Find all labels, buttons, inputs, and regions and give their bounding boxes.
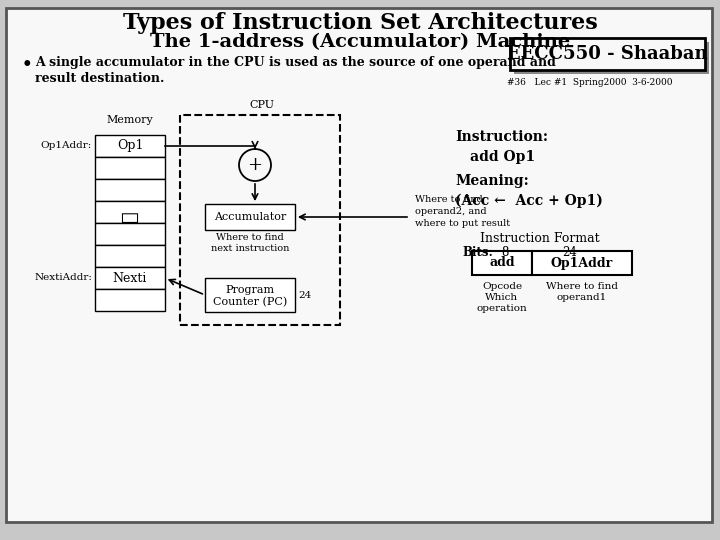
Text: add: add [489,256,515,269]
Bar [95,135,165,157]
Text: next instruction: next instruction [211,244,289,253]
Text: Which: Which [485,293,518,302]
Text: Types of Instruction Set Architectures: Types of Instruction Set Architectures [122,12,598,34]
Text: CPU: CPU [250,100,274,110]
Text: Opcode: Opcode [482,282,522,291]
Bar [205,278,295,312]
Text: NextiAddr:: NextiAddr: [34,273,92,282]
Text: add Op1: add Op1 [470,150,535,164]
Bar [95,289,165,311]
Text: operand2, and: operand2, and [415,206,487,215]
Bar [95,201,165,223]
Text: Counter (PC): Counter (PC) [213,297,287,307]
Bar [532,251,632,275]
Text: result destination.: result destination. [35,72,164,85]
Text: Nexti: Nexti [113,272,147,285]
Text: Instruction:: Instruction: [455,130,548,144]
Text: Op1Addr:: Op1Addr: [41,141,92,151]
Text: Bits:: Bits: [462,246,493,259]
Text: 24: 24 [298,291,311,300]
Text: Meaning:: Meaning: [455,174,528,188]
Text: EECC550 - Shaaban: EECC550 - Shaaban [507,45,707,63]
Bar [472,251,532,275]
Bar [95,223,165,245]
Text: +: + [248,156,263,174]
Text: Accumulator: Accumulator [214,212,286,222]
Text: •: • [22,56,32,73]
Text: Where to find: Where to find [216,233,284,242]
Text: 24: 24 [562,246,577,259]
Text: Op1Addr: Op1Addr [551,256,613,269]
Text: Memory: Memory [107,115,153,125]
Circle shape [239,149,271,181]
Bar [95,179,165,201]
Text: where to put result: where to put result [415,219,510,227]
Text: (Acc ←  Acc + Op1): (Acc ← Acc + Op1) [455,194,603,208]
Bar [95,245,165,267]
Text: Program: Program [225,285,274,295]
Text: A single accumulator in the CPU is used as the source of one operand and: A single accumulator in the CPU is used … [35,56,556,69]
Text: Where to find: Where to find [415,194,482,204]
Text: ⋯: ⋯ [121,211,139,222]
Bar [95,267,165,289]
Text: Where to find: Where to find [546,282,618,291]
Text: #36   Lec #1  Spring2000  3-6-2000: #36 Lec #1 Spring2000 3-6-2000 [508,78,672,87]
Text: The 1-address (Accumulator) Machine: The 1-address (Accumulator) Machine [150,33,570,51]
Bar [514,42,709,74]
Text: operand1: operand1 [557,293,607,302]
Bar [95,157,165,179]
Bar [180,115,340,325]
Text: operation: operation [477,304,527,313]
Text: Instruction Format: Instruction Format [480,232,600,245]
Bar [510,38,705,70]
Text: 8: 8 [501,246,509,259]
Bar [205,204,295,230]
Text: Op1: Op1 [117,139,143,152]
